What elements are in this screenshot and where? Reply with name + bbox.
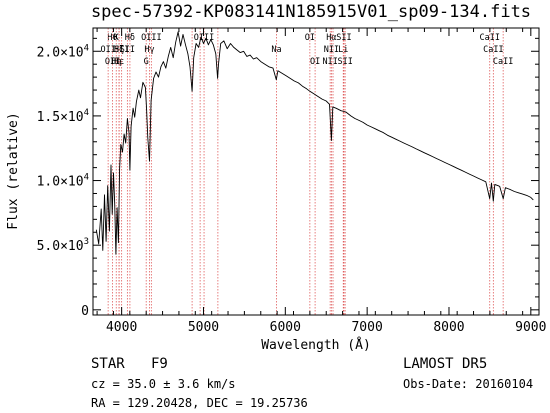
- object-type: STAR: [91, 356, 125, 372]
- y-tick-mantissa: 1.0×10: [37, 175, 84, 190]
- y-tick-mantissa: 5.0×10: [37, 239, 84, 254]
- line-marker-label: OIII: [194, 33, 214, 43]
- y-tick-exponent: 3: [84, 237, 89, 247]
- x-tick-label: 8000: [433, 320, 464, 335]
- y-tick-exponent: 4: [84, 173, 89, 183]
- line-marker-label: SII: [120, 45, 135, 55]
- x-tick-label: 7000: [351, 320, 382, 335]
- line-marker-label: SII: [114, 45, 129, 55]
- line-marker-label: OI: [310, 57, 320, 67]
- observation-date: Obs-Date: 20160104: [403, 377, 534, 391]
- x-tick-label: 4000: [106, 320, 137, 335]
- chart-title: spec-57392-KP083141N185915V01_sp09-134.f…: [91, 2, 531, 22]
- line-marker-label: NII: [322, 57, 337, 67]
- x-tick-label: 9000: [515, 320, 546, 335]
- y-tick-mantissa: 2.0×10: [37, 45, 84, 60]
- coordinates-readout: RA = 129.20428, DEC = 19.25736: [91, 396, 308, 410]
- y-tick-label: 0: [81, 304, 89, 319]
- x-tick-label: 6000: [270, 320, 301, 335]
- plot-frame: [92, 27, 540, 316]
- line-marker-label: SII: [336, 33, 351, 43]
- line-marker-label: Hδ: [125, 33, 135, 43]
- y-tick-label: 1.5×104: [37, 108, 89, 125]
- line-marker-label: OIII: [141, 33, 161, 43]
- y-tick-exponent: 4: [84, 43, 89, 53]
- redshift-readout: cz = 35.0 ± 3.6 km/s: [91, 377, 236, 391]
- y-tick-mantissa: 0: [81, 304, 89, 319]
- plot-data: [95, 31, 534, 255]
- line-marker-label: Li: [338, 45, 348, 55]
- line-marker-label: OII: [105, 57, 120, 67]
- y-tick-label: 1.0×104: [37, 173, 89, 190]
- line-marker-label: Hθ: [107, 33, 117, 43]
- y-axis-label: Flux (relative): [6, 112, 21, 229]
- x-axis-label: Wavelength (Å): [261, 337, 371, 353]
- line-marker-label: CaII: [493, 57, 513, 67]
- x-axis: 4000 5000 6000 7000 8000 9000: [96, 28, 546, 335]
- line-marker-label: CaII: [479, 33, 499, 43]
- line-marker-label: Hα: [326, 33, 336, 43]
- spectrum-line: [95, 31, 534, 255]
- x-tick-label: 5000: [188, 320, 219, 335]
- y-tick-mantissa: 1.5×10: [37, 110, 84, 125]
- line-marker-label: Hη: [111, 57, 121, 67]
- line-marker-label: NII: [324, 45, 339, 55]
- line-marker-label: G: [144, 57, 149, 67]
- y-tick-label: 5.0×103: [37, 237, 89, 254]
- line-marker-label: K: [114, 33, 120, 43]
- y-tick-label: 2.0×104: [37, 43, 89, 60]
- line-marker-label: Na: [271, 45, 281, 55]
- line-marker-label: OI: [305, 33, 315, 43]
- y-tick-exponent: 4: [84, 108, 89, 118]
- line-marker-label: CaII: [483, 45, 503, 55]
- survey-name: LAMOST DR5: [403, 356, 488, 372]
- line-marker-label: Hε: [114, 57, 124, 67]
- line-marker-label: OII: [100, 45, 115, 55]
- object-subclass: F9: [151, 356, 168, 372]
- line-marker-label: SII: [337, 57, 352, 67]
- line-marker-label: Hγ: [144, 45, 154, 55]
